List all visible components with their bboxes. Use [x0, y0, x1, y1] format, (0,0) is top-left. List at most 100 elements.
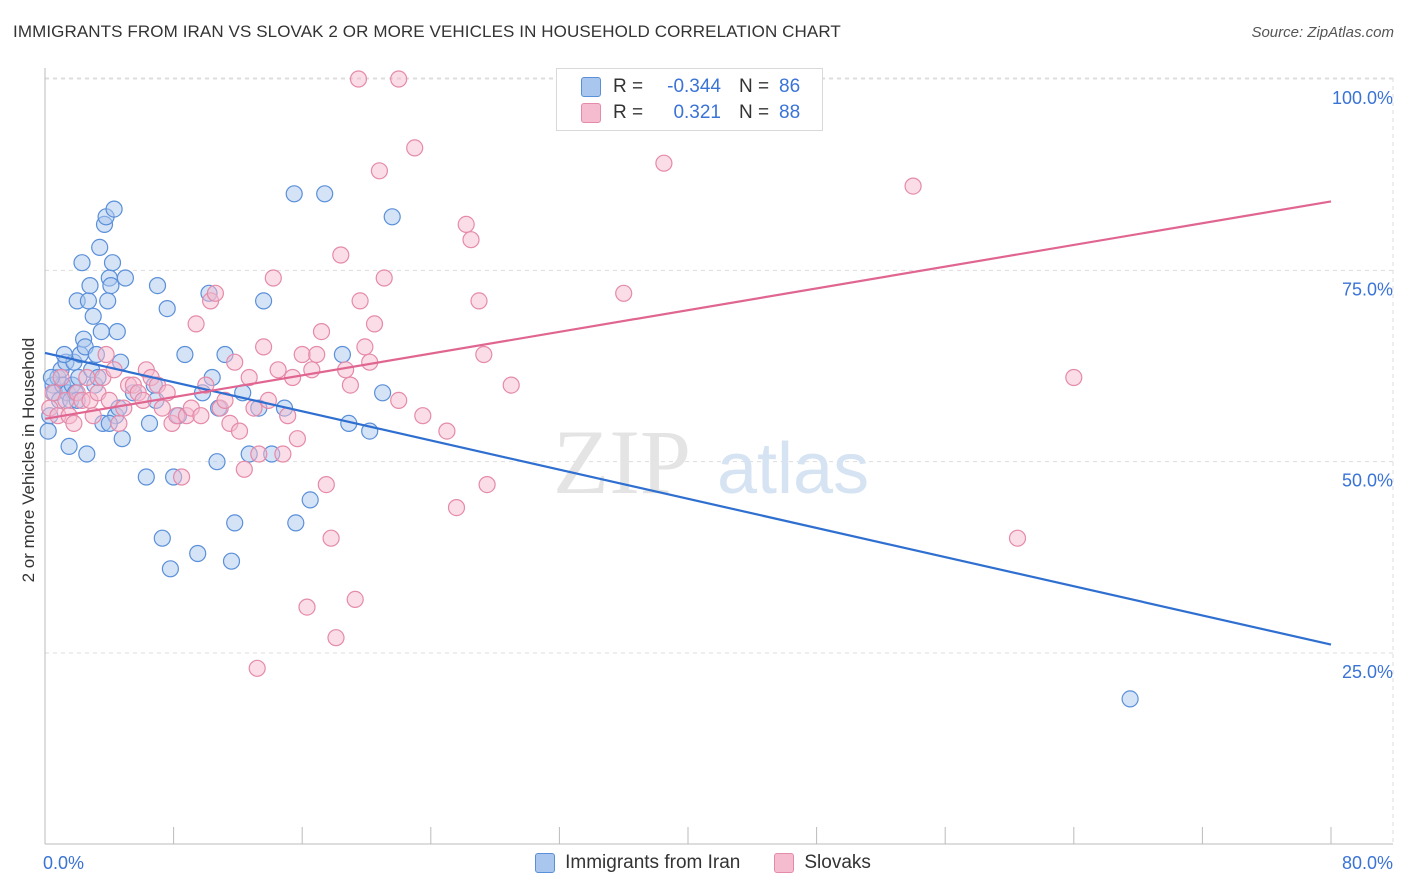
slovaks-point	[250, 445, 268, 463]
iran-point	[222, 552, 241, 570]
legend-item-slovaks[interactable]: Slovaks	[774, 852, 871, 874]
iran-point	[316, 185, 334, 203]
slovaks-point	[110, 414, 128, 432]
iran-point	[226, 514, 244, 532]
slovaks-point	[264, 269, 282, 287]
stats-row-slovaks: R = 0.321 N = 88	[581, 101, 800, 125]
slovaks-point	[351, 292, 369, 310]
iran-point	[383, 208, 401, 226]
slovaks-point	[341, 376, 359, 394]
slovaks-point	[478, 476, 496, 494]
slovaks-point	[390, 391, 408, 409]
slovaks-point	[65, 414, 83, 432]
slovaks-point	[1008, 529, 1027, 547]
x-tick-label: 80.0%	[1342, 853, 1393, 873]
iran-point	[1121, 690, 1139, 708]
slovaks-point	[187, 315, 205, 333]
iran-point	[176, 345, 194, 364]
slovaks-swatch-icon	[581, 103, 601, 123]
slovaks-point	[327, 629, 345, 647]
iran-point	[60, 437, 78, 455]
iran-point	[108, 323, 126, 341]
iran-point	[113, 430, 131, 448]
y-tick-label: 50.0%	[1342, 471, 1393, 491]
slovaks-point	[206, 284, 224, 302]
slovaks-point	[390, 70, 408, 88]
slovaks-point	[52, 368, 70, 387]
iran-point	[92, 323, 110, 341]
iran-point	[161, 560, 179, 578]
r-label: R =	[613, 76, 644, 97]
watermark-zip: ZIP	[553, 411, 691, 513]
slovaks-point	[226, 353, 244, 371]
iran-point	[148, 277, 167, 295]
y-tick-label: 100.0%	[1332, 88, 1393, 108]
slovaks-point	[115, 399, 133, 417]
legend-label-iran: Immigrants from Iran	[565, 852, 741, 873]
r-value: -0.344	[667, 76, 721, 97]
watermark-atlas: atlas	[717, 429, 869, 509]
slovaks-point	[322, 529, 340, 547]
iran-point	[79, 292, 98, 310]
iran-point	[78, 445, 96, 463]
iran-point	[84, 307, 102, 325]
n-label: N =	[739, 102, 770, 123]
slovaks-point	[375, 269, 393, 287]
slovaks-point	[615, 284, 633, 302]
iran-point	[103, 254, 122, 272]
slovaks-point	[356, 338, 374, 356]
iran-point	[301, 491, 319, 509]
iran-trend-line	[44, 351, 1332, 646]
slovaks-point	[192, 407, 210, 425]
n-label: N =	[739, 76, 770, 97]
chart-title: IMMIGRANTS FROM IRAN VS SLOVAK 2 OR MORE…	[13, 22, 841, 41]
slovaks-point	[470, 292, 488, 310]
iran-swatch-icon	[535, 853, 556, 873]
iran-swatch-icon	[581, 77, 601, 97]
iran-point	[208, 453, 226, 471]
slovaks-point	[475, 345, 493, 364]
iran-point	[140, 414, 159, 432]
slovaks-point	[44, 384, 62, 402]
slovaks-point	[365, 315, 384, 333]
slovaks-point	[153, 399, 171, 417]
series-legend: Immigrants from Iran Slovaks	[0, 852, 1406, 874]
slovaks-point	[248, 659, 266, 677]
iran-point	[73, 254, 91, 272]
source-label: Source: ZipAtlas.com	[1251, 24, 1394, 41]
y-tick-label: 25.0%	[1342, 662, 1393, 682]
iran-point	[374, 384, 392, 402]
iran-point	[91, 238, 109, 256]
tick-label-layer: 25.0% 50.0% 75.0% 100.0% 0.0% 80.0% 2 or more …	[19, 88, 1393, 873]
slovaks-point	[288, 430, 306, 448]
slovaks-point	[904, 177, 922, 195]
slovaks-point	[293, 345, 311, 364]
slovaks-point	[438, 422, 456, 440]
slovaks-point	[274, 445, 292, 463]
slovaks-point	[317, 476, 335, 494]
slovaks-point	[269, 361, 287, 379]
slovaks-point	[332, 246, 350, 264]
slovaks-point	[230, 422, 249, 440]
slovaks-point	[1065, 368, 1083, 387]
iran-point	[99, 292, 117, 310]
iran-point	[158, 300, 176, 318]
stats-row-iran: R = -0.344 N = 86	[581, 75, 800, 99]
slovaks-point	[346, 590, 364, 609]
slovaks-trend-line	[44, 200, 1332, 420]
iran-point	[55, 345, 73, 364]
legend-item-iran[interactable]: Immigrants from Iran	[535, 852, 740, 874]
iran-point	[285, 185, 303, 203]
slovaks-point	[655, 154, 673, 172]
slovaks-point	[240, 368, 258, 387]
legend-label-slovaks: Slovaks	[804, 852, 871, 873]
iran-point	[189, 544, 207, 563]
iran-point	[153, 529, 171, 547]
slovaks-point	[235, 460, 253, 478]
slovaks-point	[216, 391, 234, 409]
iran-point	[137, 468, 155, 486]
y-tick-label: 75.0%	[1342, 279, 1393, 299]
iran-point	[287, 514, 305, 532]
slovaks-point	[462, 231, 480, 249]
